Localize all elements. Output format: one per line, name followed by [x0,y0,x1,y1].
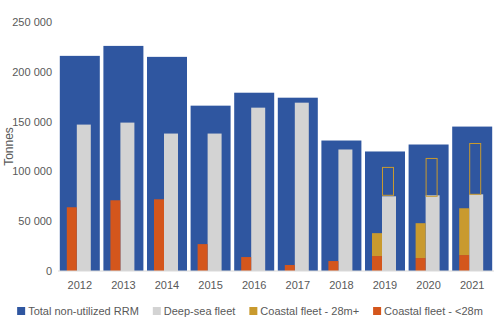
total-bar [278,98,318,271]
y-tick [54,271,58,272]
total-bar [409,145,449,271]
total-bar [147,57,187,271]
coastal-bar [372,256,382,271]
coastal-bar [372,233,382,256]
bars [60,46,492,271]
y-tick [54,121,58,122]
legend-item: Coastal fleet - 28m+ [249,305,359,317]
y-tick [54,171,58,172]
total-bar [321,141,361,271]
total-bar [103,46,143,271]
total-bar [60,56,100,271]
x-tick-label: 2017 [286,279,310,291]
legend-label: Deep-sea fleet [164,305,236,317]
coastal-bar [241,257,251,271]
coastal-bar [459,208,469,255]
x-tick-label: 2013 [111,279,135,291]
legend-item: Coastal fleet - <28m [373,305,483,317]
y-axis-title: Tonnes [2,127,16,166]
deep-sea-bar [295,103,309,271]
outline-bar [383,167,394,195]
x-tick-label: 2019 [373,279,397,291]
deep-sea-bar [338,149,352,271]
deep-sea-bar [77,125,91,271]
outline-bar [426,158,437,196]
deep-sea-bar [469,194,483,271]
legend-swatch [249,307,257,315]
coastal-bar [110,200,120,271]
legend-item: Total non-utilized RRM [17,305,139,317]
coastal-bar [328,261,338,271]
x-tick-label: 2021 [460,279,484,291]
legend-label: Coastal fleet - 28m+ [260,305,359,317]
legend-label: Coastal fleet - <28m [384,305,483,317]
y-tick [54,71,58,72]
deep-sea-bar [382,196,396,271]
deep-sea-bar [120,123,134,271]
total-bar [234,93,274,271]
y-tick-label: 150 000 [12,116,52,128]
y-tick [54,221,58,222]
y-tick-label: 200 000 [12,66,52,78]
deep-sea-bar [426,195,440,271]
legend-swatch [17,307,25,315]
total-bar [452,127,492,271]
total-bar [365,151,405,271]
deep-sea-bar [251,108,265,271]
legend-swatch [153,307,161,315]
chart: 0 50 000 100 000 150 000 200 000 250 000 Tonne… [0,0,500,321]
coastal-bar [285,265,295,271]
y-tick-label: 0 [46,265,52,277]
x-tick-label: 2016 [242,279,266,291]
y-tick [54,22,58,23]
legend-item: Deep-sea fleet [153,305,236,317]
x-tick-label: 2014 [155,279,179,291]
y-tick-label: 250 000 [12,16,52,28]
outline-bar [470,144,481,195]
x-tick-label: 2015 [198,279,222,291]
x-ticks: 2012 2013 2014 2015 2016 2017 2018 2019 2020 2021 [68,279,485,291]
coastal-bar [459,255,469,271]
total-bar [191,106,231,271]
legend-label: Total non-utilized RRM [28,305,139,317]
x-tick-label: 2018 [329,279,353,291]
y-ticks: 0 50 000 100 000 150 000 200 000 250 000 [12,16,58,277]
y-tick-label: 100 000 [12,165,52,177]
coastal-bar [416,223,426,258]
x-tick-label: 2020 [416,279,440,291]
coastal-bar [416,258,426,271]
coastal-bar [154,199,164,271]
x-tick-label: 2012 [68,279,92,291]
deep-sea-bar [164,134,178,271]
y-tick-label: 50 000 [18,215,52,227]
deep-sea-bar [208,134,222,271]
legend-swatch [373,307,381,315]
coastal-bar [198,244,208,271]
legend: Total non-utilized RRM Deep-sea fleet Coas… [17,305,483,317]
coastal-bar [67,207,77,271]
x-axis-line [58,271,494,272]
